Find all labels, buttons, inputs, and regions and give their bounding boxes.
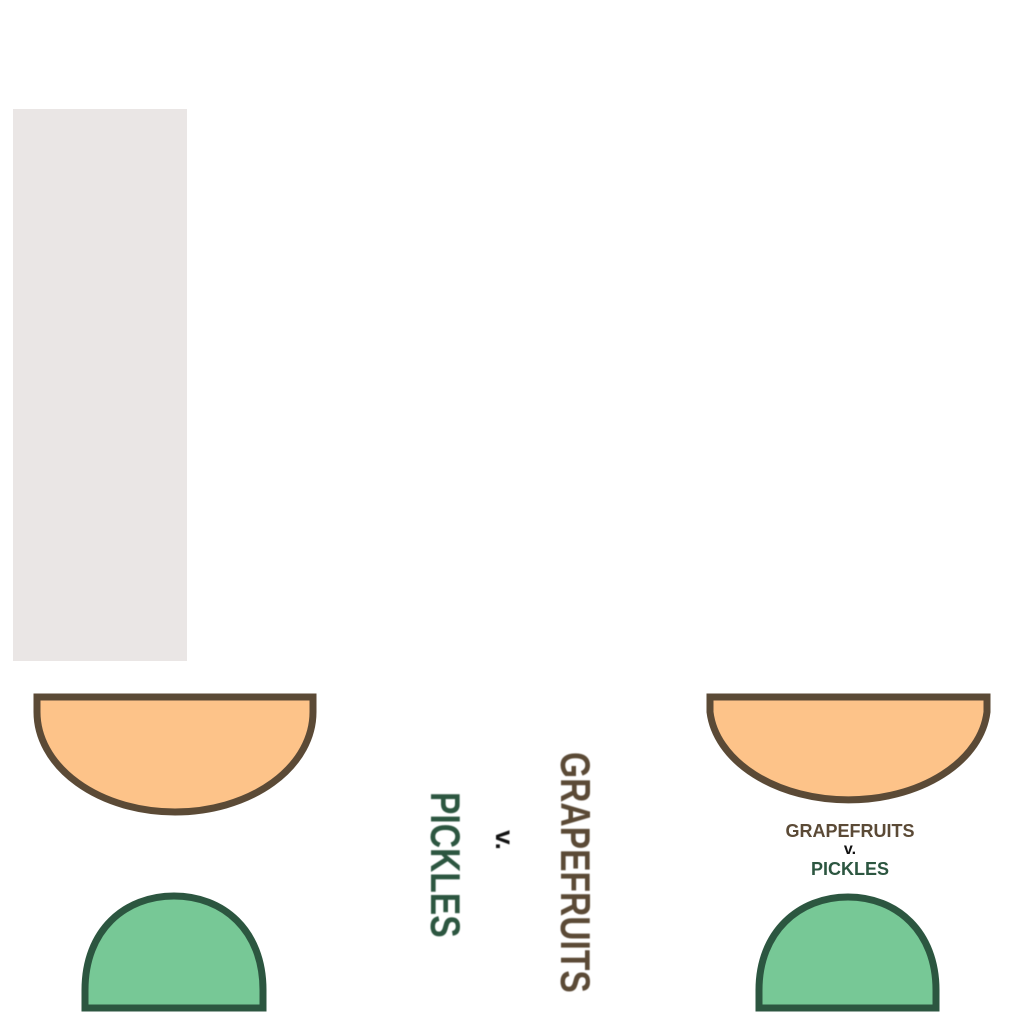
rotated-label-versus: v. (492, 810, 518, 870)
grapefruit-half-left (37, 697, 313, 812)
rotated-label-pickles: PICKLES (424, 792, 466, 888)
right-label-pickles: PICKLES (750, 860, 950, 878)
grapefruit-half-right (710, 697, 987, 800)
right-label-versus: v. (750, 842, 950, 858)
pickle-top-right (759, 897, 936, 1008)
rotated-label-grapefruits: GRAPEFRUITS (554, 752, 596, 928)
pickle-top-left (85, 896, 263, 1008)
right-label: GRAPEFRUITS v. PICKLES (750, 822, 950, 878)
right-label-grapefruits: GRAPEFRUITS (750, 822, 950, 840)
